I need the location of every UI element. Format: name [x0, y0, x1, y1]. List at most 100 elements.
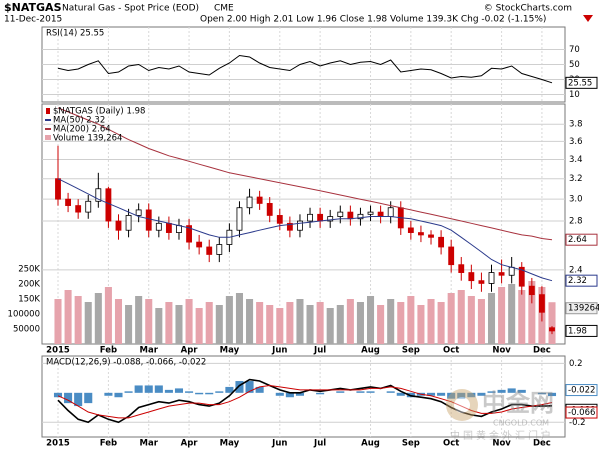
histogram-bar — [547, 392, 557, 397]
candle-body — [276, 215, 283, 224]
candle-body — [135, 209, 142, 216]
volume-bar — [508, 284, 516, 344]
histogram-bar — [124, 391, 133, 393]
end-label: 2.64 — [568, 235, 587, 245]
histogram-bar — [174, 388, 184, 393]
volume-bar — [417, 305, 425, 344]
x-tick-label: Feb — [100, 346, 117, 356]
histogram-bar — [356, 391, 365, 393]
histogram-bar — [235, 381, 244, 393]
volume-bar — [145, 299, 153, 344]
candle-body — [327, 216, 334, 222]
x-tick-label: Sep — [402, 346, 420, 356]
volume-bar — [276, 308, 284, 344]
watermark-brand: 中金网 — [482, 389, 554, 417]
histogram-bar — [426, 392, 436, 396]
exchange: CME — [214, 4, 234, 14]
candle-body — [357, 213, 364, 220]
volume-bar — [104, 287, 112, 344]
date: 11-Dec-2015 — [4, 15, 62, 25]
y-tick-label: 10 — [569, 90, 580, 100]
end-label: -0.066 — [568, 408, 595, 418]
candle-body — [307, 213, 313, 222]
x-tick-label: Jun — [271, 439, 287, 449]
histogram-bar — [74, 392, 83, 407]
histogram-bar — [275, 392, 284, 396]
candle-body — [206, 246, 213, 255]
candle-body — [176, 225, 182, 233]
x-tick-label: Oct — [443, 346, 459, 356]
y-tick-label: 3.2 — [569, 174, 583, 184]
end-label-box — [565, 302, 598, 315]
end-label-box — [565, 384, 598, 397]
legend-entry: MA(50) 2.32 — [53, 116, 105, 126]
volume-bar — [487, 293, 496, 344]
watermark-site: CNGOLD.COM — [493, 419, 549, 428]
volume-bar — [356, 302, 364, 344]
y-tick-label: 3.8 — [569, 120, 583, 130]
histogram-bar — [316, 392, 325, 395]
volume-tick-label: 100000 — [8, 310, 40, 320]
legend-entry: RSI(14) 25.55 — [46, 29, 104, 39]
volume-bar — [225, 296, 233, 344]
histogram-bar — [295, 392, 304, 396]
candle-body — [297, 220, 303, 231]
histogram-bar — [64, 392, 73, 404]
volume-tick-label: 250K — [18, 265, 40, 275]
volume-bar — [125, 305, 133, 344]
watermark-tagline: 中国黄金外汇门户 — [450, 429, 554, 442]
volume-bar — [205, 302, 213, 344]
candle-body — [347, 211, 354, 220]
candle-body — [428, 234, 434, 238]
x-tick-label: Dec — [533, 439, 551, 449]
candle-body — [236, 207, 243, 231]
description: Natural Gas - Spot Price (EOD) — [62, 4, 199, 14]
histogram-bar — [437, 392, 446, 396]
end-label-box — [565, 76, 598, 89]
histogram-bar — [134, 385, 143, 393]
volume-bar — [548, 302, 556, 344]
histogram-bar — [144, 385, 153, 393]
x-tick-label: Jun — [271, 346, 287, 356]
candle-body — [256, 196, 263, 204]
end-label-box — [565, 324, 598, 337]
x-tick-label: May — [220, 439, 240, 449]
y-tick-label: 70 — [569, 45, 580, 55]
volume-bar — [326, 308, 334, 344]
source: © StockCharts.com — [484, 4, 572, 14]
candle-body — [468, 272, 475, 282]
y-tick-label: 2.4 — [569, 265, 583, 275]
y-tick-label: 3.4 — [569, 155, 583, 165]
series-line — [57, 378, 553, 424]
histogram-bar — [497, 389, 506, 393]
candle-body — [317, 213, 324, 222]
candle-body — [266, 203, 273, 216]
histogram-bar — [487, 391, 496, 393]
candle-body — [387, 207, 394, 217]
histogram-bar — [245, 381, 254, 393]
volume-bar — [447, 293, 455, 344]
volume-bar — [387, 299, 395, 344]
legend-swatch — [45, 135, 51, 140]
volume-bar — [256, 302, 264, 344]
series-line — [57, 107, 553, 241]
end-label: 139264 — [568, 304, 599, 314]
symbol: $NATGAS — [4, 1, 62, 14]
histogram-bar — [386, 391, 395, 393]
histogram-bar — [366, 391, 375, 393]
volume-bar — [94, 293, 102, 344]
volume-bar — [135, 296, 143, 344]
candle-body — [155, 222, 162, 231]
series-line — [57, 54, 553, 84]
volume-bar — [215, 305, 223, 344]
candle-body — [186, 225, 192, 243]
volume-bar — [397, 302, 405, 344]
volume-tick-label: 200K — [18, 280, 40, 290]
candle-body — [407, 227, 414, 233]
volume-bar — [407, 296, 415, 344]
watermark-logo — [446, 389, 478, 421]
histogram-bar — [104, 392, 113, 396]
volume-tick-label: 50000 — [13, 325, 40, 335]
